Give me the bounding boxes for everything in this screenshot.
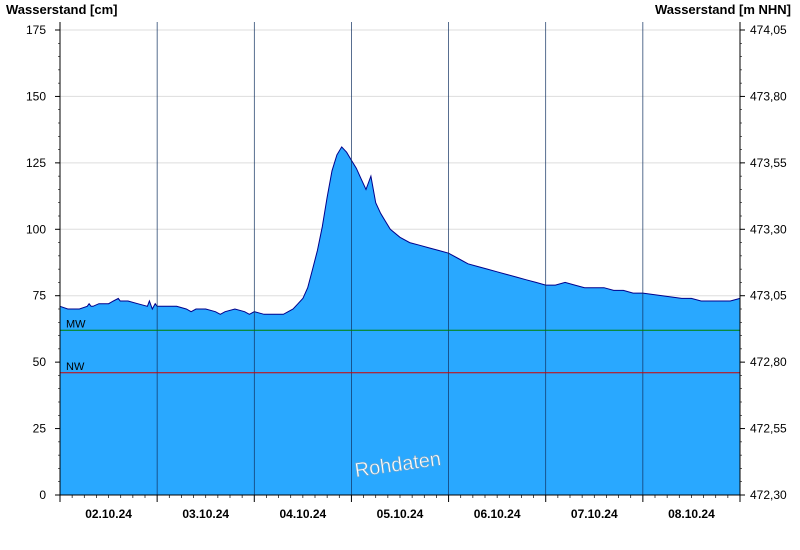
left-tick-label-3: 75 — [33, 289, 47, 303]
right-tick-label-1: 472,55 — [750, 422, 787, 436]
left-tick-label-0: 0 — [39, 488, 46, 502]
x-tick-label-5: 07.10.24 — [571, 507, 618, 521]
x-tick-label-1: 03.10.24 — [182, 507, 229, 521]
x-tick-label-6: 08.10.24 — [668, 507, 715, 521]
left-tick-label-6: 150 — [26, 89, 46, 103]
left-tick-label-7: 175 — [26, 23, 46, 37]
series-line — [59, 146, 741, 315]
right-tick-label-2: 472,80 — [750, 355, 787, 369]
left-tick-label-4: 100 — [26, 222, 46, 236]
left-tick-label-2: 50 — [33, 355, 47, 369]
right-tick-label-3: 473,05 — [750, 289, 787, 303]
overlay: MW NW — [60, 22, 740, 495]
left-tick-label-1: 25 — [33, 422, 47, 436]
x-tick-label-2: 04.10.24 — [279, 507, 326, 521]
x-tick-label-0: 02.10.24 — [85, 507, 132, 521]
plot-area — [59, 146, 741, 495]
x-tick-label-3: 05.10.24 — [377, 507, 424, 521]
right-tick-label-7: 474,05 — [750, 23, 787, 37]
left-axis-title: Wasserstand [cm] — [6, 2, 118, 17]
right-axis-title: Wasserstand [m NHN] — [655, 2, 791, 17]
reference-label-mw: MW — [66, 318, 86, 330]
series-area — [60, 146, 740, 495]
right-tick-label-6: 473,80 — [750, 89, 787, 103]
left-tick-label-5: 125 — [26, 156, 46, 170]
right-tick-label-0: 472,30 — [750, 488, 787, 502]
right-tick-label-4: 473,30 — [750, 222, 787, 236]
reference-label-nw: NW — [66, 361, 85, 373]
axes: 0 472,30 25 472,55 50 472,80 75 473,05 100 473,30… — [26, 22, 787, 521]
x-tick-label-4: 06.10.24 — [474, 507, 521, 521]
right-tick-label-5: 473,55 — [750, 156, 787, 170]
